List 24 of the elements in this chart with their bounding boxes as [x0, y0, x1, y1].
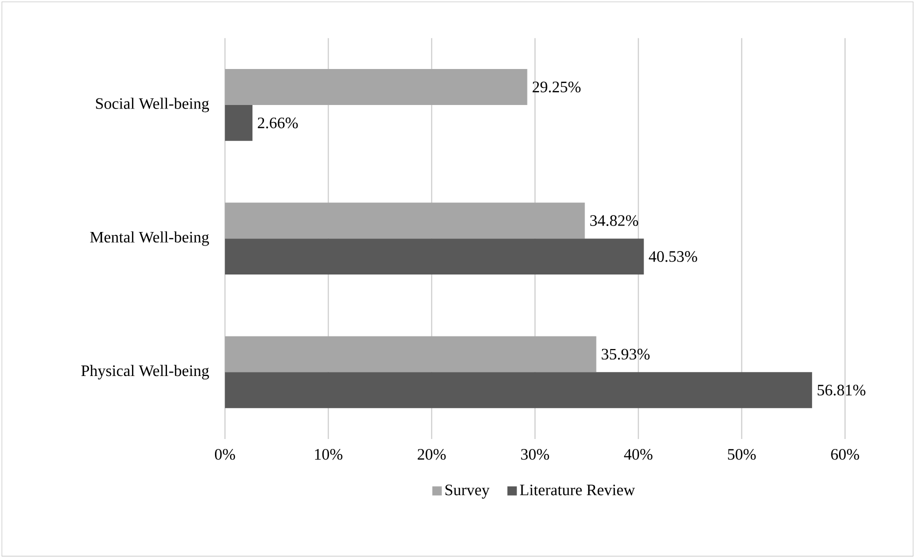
bar [224, 372, 812, 408]
bar [224, 104, 252, 141]
x-tick-label: 20% [418, 448, 446, 460]
bar [224, 336, 596, 372]
bar [224, 202, 585, 239]
x-tick-label: 30% [521, 448, 550, 460]
bar [224, 69, 528, 105]
x-tick-label: 50% [728, 448, 756, 460]
y-tick-label: Physical Well-being [81, 364, 210, 380]
data-label: 2.66% [258, 117, 298, 128]
x-tick-label: 0% [214, 448, 236, 460]
x-tick-label: 10% [315, 448, 342, 460]
data-label: 40.53% [648, 251, 698, 262]
x-tick-label: 40% [624, 448, 652, 460]
data-label: 56.81% [818, 384, 866, 396]
data-label: 34.82% [590, 215, 638, 226]
y-tick-label: Mental Well-being [90, 231, 210, 246]
x-tick-label: 60% [831, 448, 860, 460]
legend-label: Literature Review [520, 484, 635, 496]
data-label: 35.93% [602, 348, 650, 360]
y-tick-label: Social Well-being [96, 98, 210, 112]
data-label: 29.25% [532, 82, 581, 92]
bar [224, 238, 644, 274]
legend-label: Survey [445, 484, 490, 499]
